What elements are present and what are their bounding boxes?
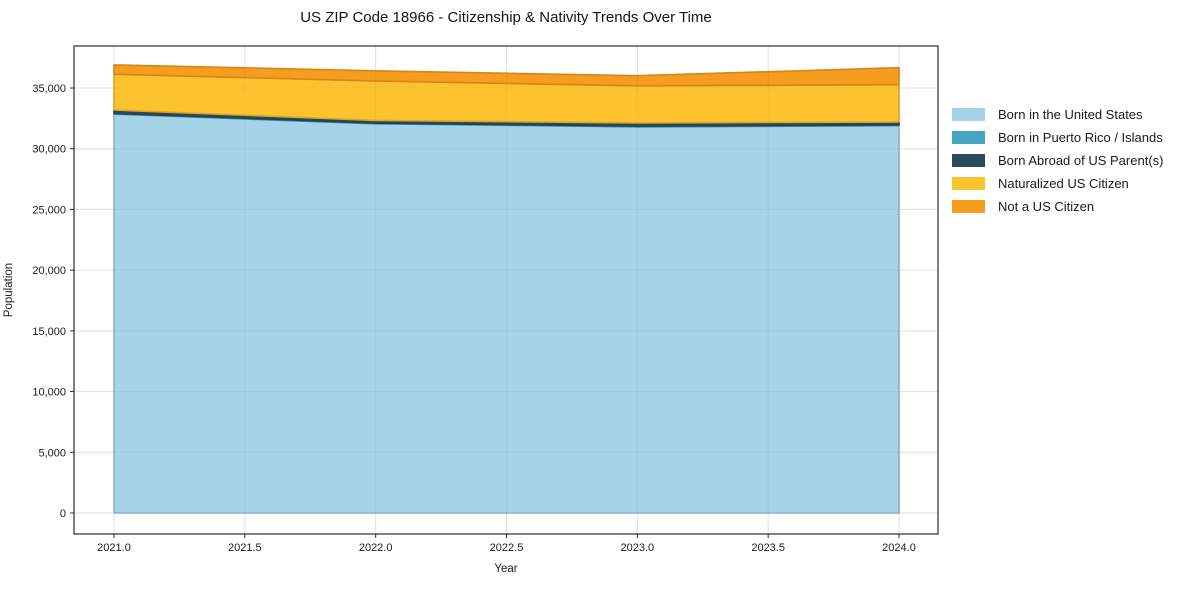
legend-label: Not a US Citizen (998, 199, 1095, 214)
legend-label: Born Abroad of US Parent(s) (998, 153, 1164, 168)
y-tick-label: 5,000 (38, 447, 66, 459)
legend-label: Naturalized US Citizen (998, 176, 1129, 191)
y-tick-label: 25,000 (32, 204, 66, 216)
legend-swatch (952, 177, 985, 190)
legend: Born in the United States Born in Puerto … (952, 103, 1163, 218)
x-tick-label: 2022.0 (359, 542, 393, 554)
x-tick-label: 2021.0 (97, 542, 131, 554)
y-tick-label: 15,000 (32, 326, 66, 338)
chart-title: US ZIP Code 18966 - Citizenship & Nativi… (300, 9, 712, 26)
legend-swatch (952, 200, 985, 213)
legend-item-not-a-us-citizen: Not a US Citizen (952, 195, 1163, 218)
legend-item-born-abroad-of-us-parent-s: Born Abroad of US Parent(s) (952, 149, 1163, 172)
legend-item-born-in-puerto-rico-islands: Born in Puerto Rico / Islands (952, 126, 1163, 149)
x-tick-label: 2024.0 (882, 542, 916, 554)
legend-item-born-in-the-united-states: Born in the United States (952, 103, 1163, 126)
legend-swatch (952, 154, 985, 167)
x-axis-title: Year (494, 563, 518, 575)
y-tick-label: 0 (60, 508, 66, 520)
x-tick-label: 2023.0 (621, 542, 655, 554)
legend-swatch (952, 131, 985, 144)
x-tick-label: 2023.5 (751, 542, 785, 554)
x-tick-label: 2021.5 (228, 542, 262, 554)
legend-swatch (952, 108, 985, 121)
y-axis-title: Population (3, 262, 15, 318)
y-tick-label: 35,000 (32, 83, 66, 95)
x-tick-label: 2022.5 (490, 542, 524, 554)
y-tick-label: 20,000 (32, 265, 66, 277)
legend-label: Born in Puerto Rico / Islands (998, 130, 1163, 145)
y-tick-label: 10,000 (32, 387, 66, 399)
legend-item-naturalized-us-citizen: Naturalized US Citizen (952, 172, 1163, 195)
area-not-a-us-citizen (113, 64, 900, 87)
legend-label: Born in the United States (998, 107, 1143, 122)
y-tick-label: 30,000 (32, 144, 66, 156)
